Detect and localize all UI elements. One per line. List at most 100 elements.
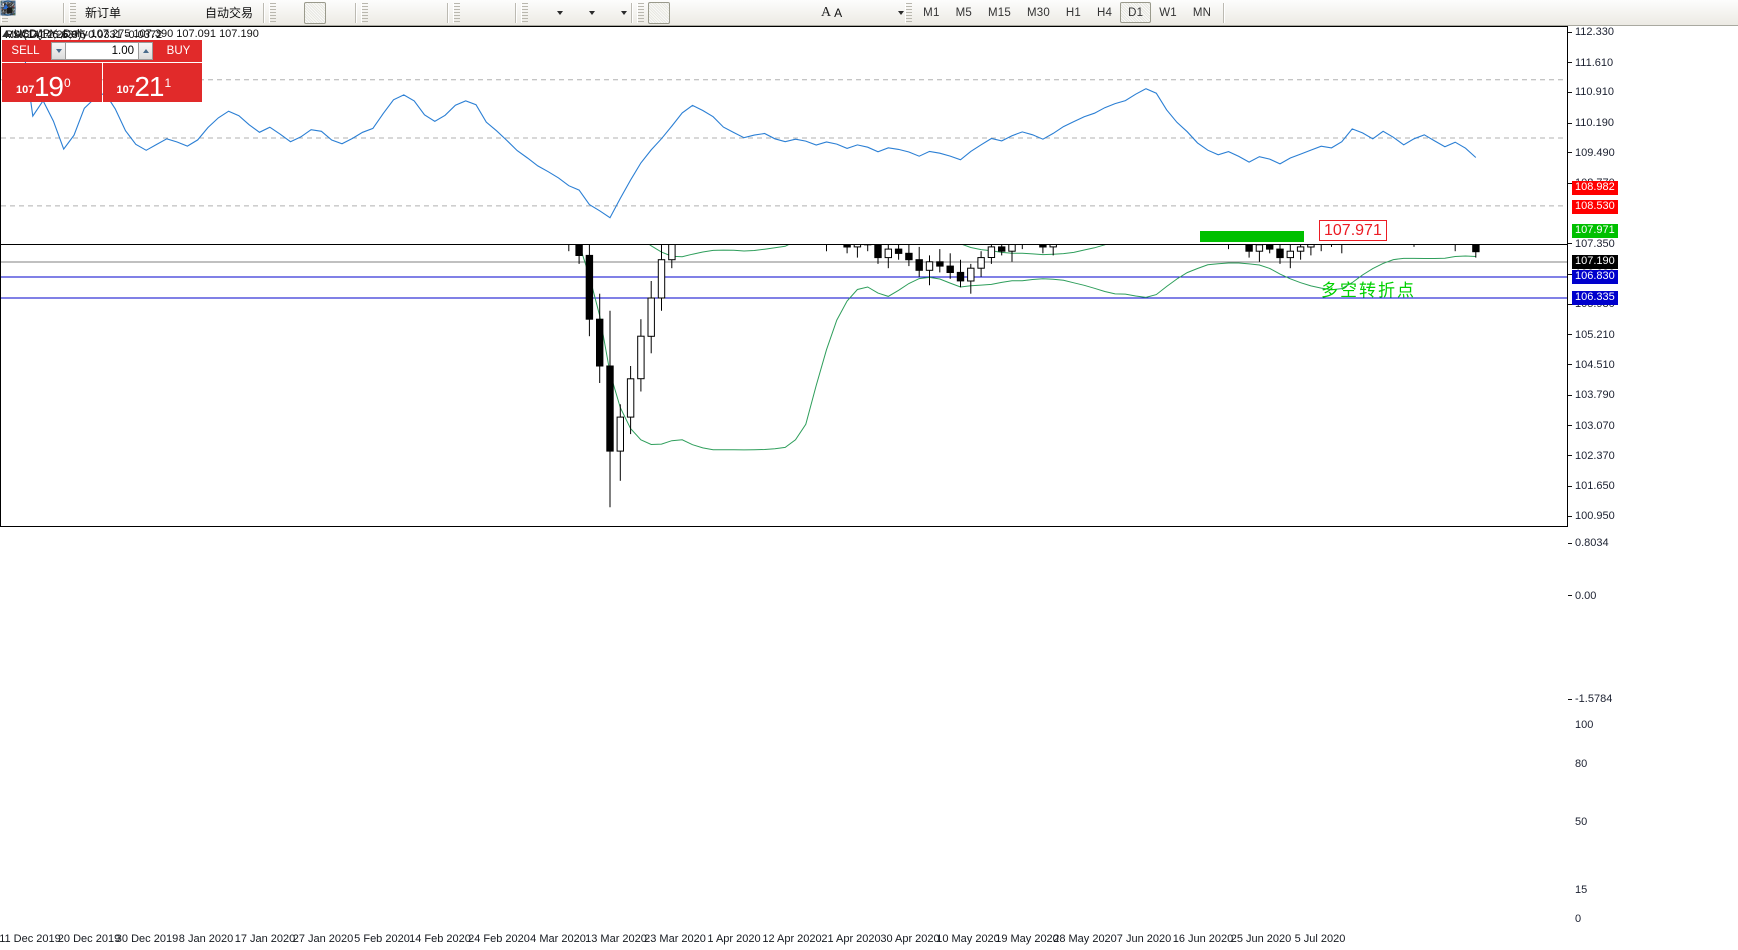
price-level-tag-support[interactable]: 106.335 bbox=[1572, 290, 1618, 305]
tick-mark-icon bbox=[1568, 542, 1572, 544]
vertical-line-icon[interactable] bbox=[7, 2, 718, 24]
periods-icon[interactable] bbox=[0, 0, 586, 24]
rsi-tick: 80 bbox=[1568, 758, 1587, 770]
volume-field-wrap: 1.00 bbox=[49, 40, 155, 62]
horizontal-line-icon[interactable] bbox=[2, 2, 742, 24]
text-label-icon[interactable]: T bbox=[1, 2, 871, 24]
line-chart-icon[interactable] bbox=[1, 2, 350, 24]
chevron-down-icon[interactable] bbox=[589, 10, 596, 15]
tick-mark-icon bbox=[1568, 515, 1572, 517]
rsi-scale: 100 80 50 15 0 bbox=[1568, 711, 1738, 928]
indicators-icon[interactable] bbox=[1, 0, 554, 24]
equidistant-channel-icon[interactable]: E bbox=[1, 1, 790, 24]
auto-trading-button[interactable]: 自动交易 bbox=[1, 2, 258, 24]
chevron-up-icon bbox=[142, 48, 149, 53]
chevron-down-icon[interactable] bbox=[898, 10, 905, 15]
date-tick-label: 21 Apr 2020 bbox=[821, 933, 881, 945]
rsi-tick-label: 50 bbox=[1575, 816, 1588, 828]
price-level-tag-current[interactable]: 107.971 bbox=[1572, 223, 1618, 238]
signals-icon[interactable] bbox=[0, 0, 198, 24]
volume-increase-button[interactable] bbox=[138, 42, 153, 60]
svg-text:F: F bbox=[10, 12, 14, 17]
toolbar-grip-timeframes[interactable] bbox=[905, 2, 913, 23]
price-level-tag-last[interactable]: 107.190 bbox=[1572, 254, 1618, 269]
buy-button[interactable]: BUY bbox=[155, 40, 202, 62]
new-order-button[interactable]: 新订单 bbox=[1, 0, 126, 24]
one-click-trade-panel[interactable]: SELL 1.00 BUY 107 19 0 107 21 1 bbox=[2, 40, 202, 102]
chinese-annotation-text: 多空转折点 bbox=[1321, 281, 1416, 300]
price-level-tag-resistance[interactable]: 108.982 bbox=[1572, 180, 1618, 195]
toolbar-grip-chart-type[interactable] bbox=[269, 2, 277, 23]
toolbar-grip-templates[interactable] bbox=[521, 2, 529, 23]
crosshair-icon[interactable] bbox=[2, 2, 694, 24]
date-tick-label: 23 Mar 2020 bbox=[644, 933, 706, 945]
collapse-arrow-icon[interactable] bbox=[2, 31, 10, 37]
text-icon-label: A bbox=[834, 5, 843, 20]
timeframe-h1[interactable]: H1 bbox=[1065, 6, 1082, 19]
data-window-icon[interactable] bbox=[0, 0, 58, 24]
price-level-tag-support[interactable]: 106.830 bbox=[1572, 269, 1618, 284]
bar-chart-icon[interactable] bbox=[1, 2, 302, 24]
toolbar-grip-drawing[interactable] bbox=[637, 2, 645, 23]
chart-area[interactable]: 107.971 多空转折点 112.330 111.610 110.910 110.1… bbox=[0, 26, 1738, 950]
tick-mark-icon bbox=[1568, 919, 1572, 920]
cursor-icon[interactable] bbox=[4, 1, 671, 24]
tile-windows-icon[interactable] bbox=[0, 1, 442, 24]
timeframe-m5[interactable]: M5 bbox=[955, 6, 972, 19]
rsi-pane[interactable]: RSI(14) 46.6375 bbox=[0, 26, 1568, 245]
timeframe-mn[interactable]: MN bbox=[1192, 6, 1212, 19]
tick-mark-icon bbox=[1568, 334, 1572, 336]
price-tick-label: 103.070 bbox=[1575, 419, 1615, 432]
price-tick: 110.910 bbox=[1568, 86, 1614, 98]
auto-trading-button-label: 自动交易 bbox=[205, 6, 254, 20]
templates-icon[interactable] bbox=[0, 2, 618, 24]
symbol-info-line: USDJPY-,Daily 107.275 107.390 107.091 10… bbox=[2, 28, 259, 40]
toolbar-separator bbox=[1223, 2, 1225, 23]
price-scale[interactable]: 112.330111.610110.910110.190109.490108.7… bbox=[1568, 26, 1738, 525]
zoom-out-icon[interactable] bbox=[1, 1, 418, 24]
sell-button[interactable]: SELL bbox=[2, 40, 49, 62]
chart-shift-icon[interactable] bbox=[1, 2, 510, 24]
price-tick-label: 103.790 bbox=[1575, 389, 1615, 402]
toolbar-grip-trade[interactable] bbox=[69, 2, 76, 23]
toolbar-grip-zoom[interactable] bbox=[361, 2, 369, 23]
price-tick: 104.510 bbox=[1568, 359, 1615, 371]
volume-input[interactable]: 1.00 bbox=[66, 42, 138, 60]
rsi-tick-label: 100 bbox=[1575, 719, 1594, 731]
price-tick-label: 110.910 bbox=[1575, 86, 1614, 99]
strategy-tester-icon[interactable] bbox=[0, 2, 174, 24]
new-order-button-label: 新订单 bbox=[85, 6, 122, 20]
auto-scroll-icon[interactable] bbox=[1, 2, 486, 24]
rsi-label: RSI(14) 46.6375 bbox=[5, 29, 86, 41]
timeframe-m30[interactable]: M30 bbox=[1026, 6, 1050, 19]
bid-price-button[interactable]: 107 19 0 bbox=[2, 62, 102, 102]
chevron-down-icon[interactable] bbox=[621, 10, 628, 15]
timeframe-m1[interactable]: M1 bbox=[923, 6, 940, 19]
timeframe-w1[interactable]: W1 bbox=[1159, 6, 1177, 19]
toolbar-grip-shift[interactable] bbox=[453, 2, 461, 23]
date-tick-label: 5 Jul 2020 bbox=[1294, 933, 1346, 945]
timeframe-h4[interactable]: H4 bbox=[1097, 6, 1113, 19]
rsi-tick: 50 bbox=[1568, 816, 1587, 828]
rsi-tick-label: 15 bbox=[1575, 883, 1588, 896]
metaeditor-icon[interactable] bbox=[1, 1, 150, 24]
tick-mark-icon bbox=[1568, 152, 1572, 154]
price-tick: 110.190 bbox=[1568, 117, 1614, 129]
shapes-icon[interactable] bbox=[3, 2, 895, 24]
timeframe-m15[interactable]: M15 bbox=[987, 6, 1011, 19]
volume-decrease-button[interactable] bbox=[51, 42, 66, 60]
ask-price-button[interactable]: 107 21 1 bbox=[102, 62, 202, 102]
price-tick: 103.790 bbox=[1568, 389, 1615, 401]
chevron-down-icon[interactable] bbox=[557, 10, 564, 15]
rsi-tick-label: 0 bbox=[1575, 913, 1582, 925]
timeframe-d1[interactable]: D1 bbox=[1120, 2, 1152, 23]
candlestick-chart-icon[interactable] bbox=[1, 1, 327, 24]
price-level-tag-resistance[interactable]: 108.530 bbox=[1572, 199, 1618, 214]
trendline-icon[interactable] bbox=[2, 2, 766, 24]
tick-mark-icon bbox=[1568, 889, 1572, 890]
macd-tick: -1.5784 bbox=[1568, 693, 1612, 705]
fibonacci-retracement-icon[interactable]: F bbox=[2, 2, 814, 24]
zoom-in-icon[interactable] bbox=[1, 1, 394, 24]
toolbar-separator bbox=[263, 2, 265, 23]
